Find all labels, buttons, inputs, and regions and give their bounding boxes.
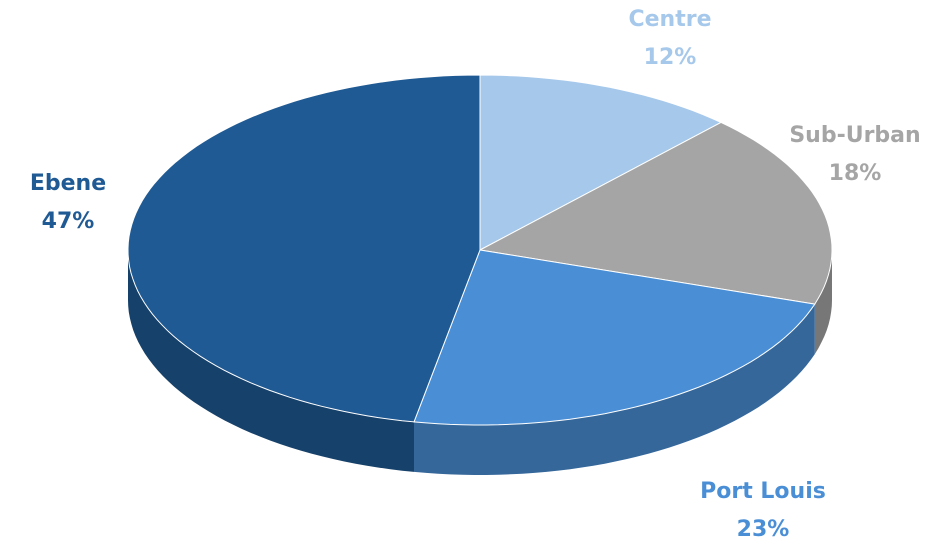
slice-label: Centre xyxy=(628,7,711,32)
slice-value-label: 47% xyxy=(42,209,95,234)
slice-label: Port Louis xyxy=(700,479,826,504)
pie-side xyxy=(414,304,815,475)
slice-value-label: 18% xyxy=(829,161,882,186)
slice-value-label: 12% xyxy=(644,45,697,70)
pie-side xyxy=(128,250,414,472)
pie-slice xyxy=(479,74,723,251)
slice-label: Sub-Urban xyxy=(789,123,920,148)
pie-slice xyxy=(478,121,833,305)
slice-label: Ebene xyxy=(30,171,106,196)
pie-slice xyxy=(413,249,816,426)
pie-side xyxy=(814,250,832,355)
pie-slice xyxy=(127,74,481,423)
slice-value-label: 23% xyxy=(737,517,790,542)
